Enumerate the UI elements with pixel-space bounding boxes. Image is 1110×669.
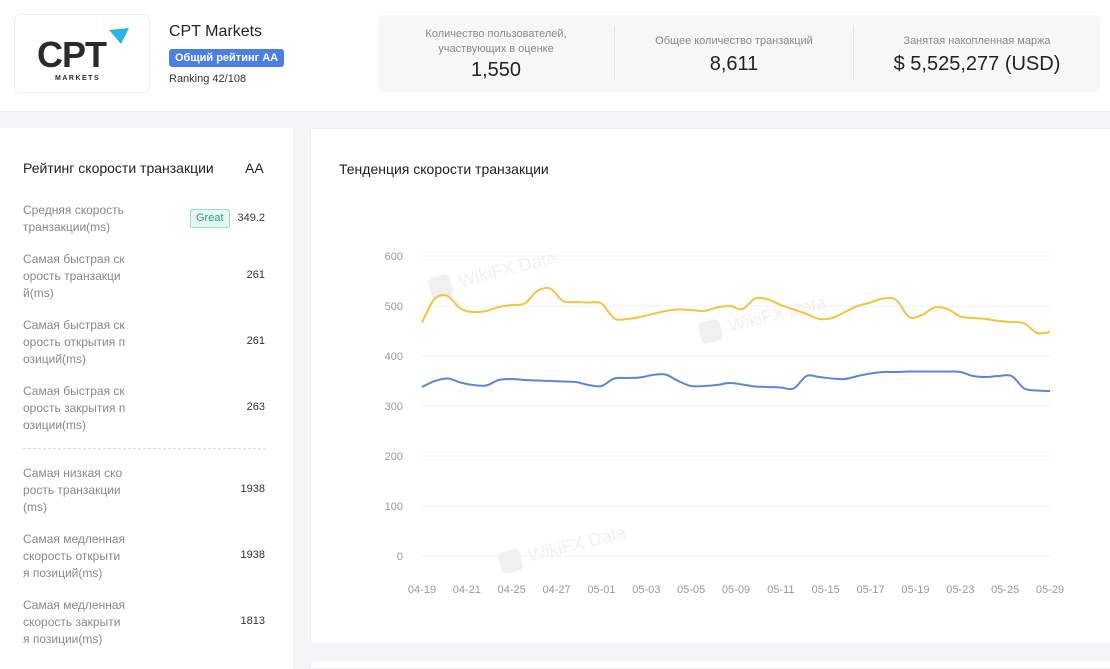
stat-label: Общее количество транзакций xyxy=(655,35,813,47)
x-tick-label: 05-11 xyxy=(767,584,794,596)
watermark: WikiFX Data xyxy=(498,522,629,574)
metrics-divider xyxy=(23,448,266,449)
metric-row: Самая быстрая ск орость открытия п озиций(… xyxy=(23,317,268,368)
stat-margin: Занятая накопленная маржа $ 5,525,277 (U… xyxy=(854,15,1100,92)
x-tick-label: 05-15 xyxy=(812,584,840,596)
metric-value: 1813 xyxy=(240,615,265,627)
metric-value: 1938 xyxy=(240,549,265,561)
stat-value: 1,550 xyxy=(470,59,522,81)
watermark: WikiFX Data xyxy=(698,292,829,344)
svg-text:WikiFX Data: WikiFX Data xyxy=(456,247,559,291)
logo-arrow-icon xyxy=(109,28,129,44)
svg-text:WikiFX Data: WikiFX Data xyxy=(526,522,629,566)
stat-label: участвующих в оценке xyxy=(438,43,554,55)
x-tick-label: 05-19 xyxy=(901,584,929,596)
stat-divider xyxy=(853,26,854,81)
chart-series xyxy=(421,286,1051,392)
metric-label: Средняя скорость транзакции(ms) xyxy=(23,203,124,234)
watermark-group: WikiFX Data WikiFX Data WikiFX Data xyxy=(428,247,829,574)
metric-row: Самая быстрая ск орость транзакци й(ms) 26… xyxy=(23,251,268,302)
stat-label: Занятая накопленная маржа xyxy=(903,35,1051,47)
x-axis: 04-19 04-21 04-25 04-27 05-01 05-03 05-05 05-09… xyxy=(408,584,1064,596)
metric-value: 349.2 xyxy=(237,212,265,224)
stats-bar: Количество пользователей, участвующих в … xyxy=(378,15,1100,92)
speed-rating-title: Рейтинг скорости транзакции xyxy=(23,160,214,176)
metric-row: Самая медленная скорость открыти я позиций… xyxy=(23,531,268,582)
cpt-logo-icon: CPT MARKETS xyxy=(37,28,129,82)
broker-logo[interactable]: CPT MARKETS xyxy=(14,14,150,93)
speed-trend-title: Тенденция скорости транзакции xyxy=(339,161,549,177)
y-tick-label: 400 xyxy=(385,351,403,363)
great-badge: Great xyxy=(190,209,230,228)
ranking-text: Ranking 42/108 xyxy=(169,73,247,85)
speed-rating-panel: Рейтинг скорости транзакции AA Средняя с… xyxy=(0,128,293,669)
x-tick-label: 05-09 xyxy=(722,584,750,596)
speed-rating-grade: AA xyxy=(245,160,264,176)
metric-label: Самая быстрая ск орость открытия п озиций(… xyxy=(23,318,126,366)
x-tick-label: 05-17 xyxy=(857,584,885,596)
y-tick-label: 500 xyxy=(385,301,403,313)
y-tick-label: 300 xyxy=(385,401,403,413)
metric-label: Самая медленная скорость закрыти я позиции… xyxy=(23,598,125,646)
stat-divider xyxy=(614,26,615,81)
metric-label: Самая быстрая ск орость закрытия п озиции(… xyxy=(23,384,126,432)
y-tick-label: 100 xyxy=(385,501,403,513)
x-tick-label: 05-03 xyxy=(632,584,660,596)
speed-trend-panel: Тенденция скорости транзакции WikiFX Dat… xyxy=(310,128,1110,644)
x-tick-label: 05-25 xyxy=(991,584,1019,596)
metric-label: Самая медленная скорость открыти я позиций… xyxy=(23,532,125,580)
y-tick-label: 200 xyxy=(385,451,403,463)
next-panel-edge xyxy=(310,660,1110,669)
x-tick-label: 05-01 xyxy=(587,584,615,596)
metric-row: Самая быстрая ск орость закрытия п озиции(… xyxy=(23,383,268,434)
y-tick-label: 0 xyxy=(397,551,403,563)
x-tick-label: 04-25 xyxy=(498,584,526,596)
stat-participants: Количество пользователей, участвующих в … xyxy=(378,15,614,92)
overall-rating-badge: Общий рейтинг AA xyxy=(169,49,285,67)
stat-label: Количество пользователей, xyxy=(425,28,567,40)
x-tick-label: 05-29 xyxy=(1036,584,1064,596)
metric-row: Самая медленная скорость закрыти я позиции… xyxy=(23,597,268,648)
stat-value: $ 5,525,277 (USD) xyxy=(893,53,1061,75)
y-tick-label: 600 xyxy=(385,251,403,263)
metric-label: Самая низкая ско рость транзакции (ms) xyxy=(23,466,123,514)
svg-text:WikiFX Data: WikiFX Data xyxy=(726,292,829,336)
metric-row: Самая низкая ско рость транзакции (ms) 193… xyxy=(23,465,268,516)
chart-grid xyxy=(422,255,1050,557)
metric-label: Самая быстрая ск орость транзакци й(ms) xyxy=(23,252,125,300)
x-tick-label: 04-27 xyxy=(543,584,571,596)
broker-header: CPT MARKETS CPT Markets Общий рейтинг AA… xyxy=(0,0,1110,112)
metric-value: 261 xyxy=(246,269,265,281)
logo-subtext: MARKETS xyxy=(55,75,100,82)
x-tick-label: 05-05 xyxy=(677,584,705,596)
stat-transactions: Общее количество транзакций 8,611 xyxy=(615,15,853,92)
speed-trend-chart: WikiFX Data WikiFX Data WikiFX Data 0 100 20… xyxy=(385,247,1064,596)
logo-text: CPT xyxy=(37,34,107,75)
metric-value: 1938 xyxy=(240,483,265,495)
x-tick-label: 04-21 xyxy=(453,584,481,596)
metric-value: 263 xyxy=(246,401,265,413)
x-tick-label: 05-23 xyxy=(946,584,974,596)
series-line-0 xyxy=(421,286,1051,335)
metric-row: Средняя скорость транзакции(ms) Great 349… xyxy=(23,202,268,236)
stat-value: 8,611 xyxy=(709,53,759,75)
metric-value: 261 xyxy=(246,335,265,347)
y-axis: 0 100 200 300 400 500 600 xyxy=(385,251,403,563)
x-tick-label: 04-19 xyxy=(408,584,436,596)
broker-name[interactable]: CPT Markets xyxy=(169,23,263,40)
series-line-1 xyxy=(421,370,1051,392)
watermark: WikiFX Data xyxy=(428,247,559,299)
